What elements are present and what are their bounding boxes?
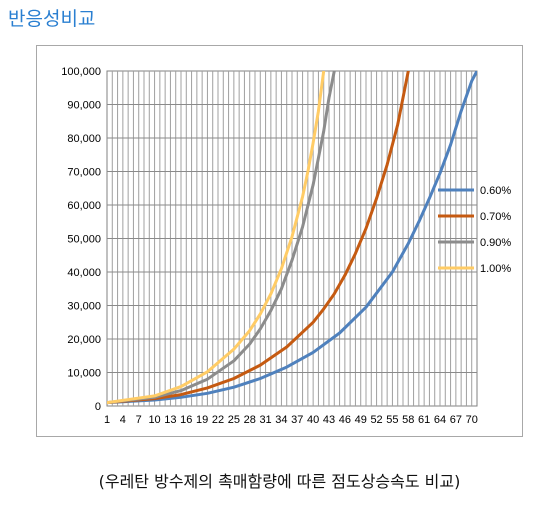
page-title: 반응성비교 [8, 8, 96, 30]
legend-label: 1.00% [480, 263, 511, 275]
x-tick-label: 52 [370, 414, 382, 426]
line-chart: 0 10,000 20,000 30,000 40,000 50,000 60,000 70,… [61, 66, 511, 426]
series-line-0.90% [107, 71, 336, 405]
x-tick-label: 31 [259, 414, 271, 426]
legend: 0.60% 0.70% 0.90% 1.00% [438, 185, 511, 275]
x-tick-label: 19 [196, 414, 208, 426]
x-tick-label: 55 [386, 414, 398, 426]
y-tick-label: 40,000 [67, 267, 101, 279]
y-tick-label: 30,000 [67, 301, 101, 313]
y-tick-label: 80,000 [67, 133, 101, 145]
legend-label: 0.70% [480, 211, 511, 223]
legend-label: 0.60% [480, 185, 511, 197]
x-tick-label: 43 [323, 414, 335, 426]
y-tick-label: 20,000 [67, 334, 101, 346]
y-tick-label: 100,000 [61, 66, 101, 78]
y-tick-label: 50,000 [67, 234, 101, 246]
x-tick-label: 28 [244, 414, 256, 426]
series-lines [107, 71, 477, 405]
x-tick-label: 7 [136, 414, 142, 426]
series-line-1.00% [107, 71, 326, 405]
x-tick-label: 70 [466, 414, 478, 426]
y-tick-label: 70,000 [67, 167, 101, 179]
x-tick-label: 40 [307, 414, 319, 426]
x-axis-tick-labels: 1 4 7 10 13 16 19 22 25 28 31 34 37 40 43 46 49 52 55 58 61 6… [104, 414, 478, 426]
figure-caption: (우레탄 방수제의 촉매함량에 따른 점도상승속도 비교) [98, 472, 461, 491]
y-tick-label: 60,000 [67, 200, 101, 212]
y-tick-label: 10,000 [67, 368, 101, 380]
x-tick-label: 58 [402, 414, 414, 426]
x-tick-label: 22 [212, 414, 224, 426]
x-tick-label: 13 [164, 414, 176, 426]
x-tick-label: 46 [339, 414, 351, 426]
series-line-0.60% [107, 71, 477, 405]
x-tick-label: 34 [275, 414, 287, 426]
x-tick-label: 1 [104, 414, 110, 426]
x-tick-label: 16 [180, 414, 192, 426]
chart-frame: 0 10,000 20,000 30,000 40,000 50,000 60,000 70,… [36, 45, 523, 437]
x-tick-label: 49 [355, 414, 367, 426]
x-tick-label: 10 [148, 414, 160, 426]
series-line-0.70% [107, 71, 410, 405]
x-tick-label: 61 [418, 414, 430, 426]
y-axis-tick-labels: 0 10,000 20,000 30,000 40,000 50,000 60,000 70,… [61, 66, 101, 413]
x-tick-label: 67 [450, 414, 462, 426]
x-tick-label: 4 [120, 414, 126, 426]
y-tick-label: 90,000 [67, 100, 101, 112]
x-tick-label: 64 [434, 414, 446, 426]
legend-label: 0.90% [480, 237, 511, 249]
x-tick-label: 37 [291, 414, 303, 426]
x-tick-label: 25 [228, 414, 240, 426]
y-tick-label: 0 [95, 401, 101, 413]
